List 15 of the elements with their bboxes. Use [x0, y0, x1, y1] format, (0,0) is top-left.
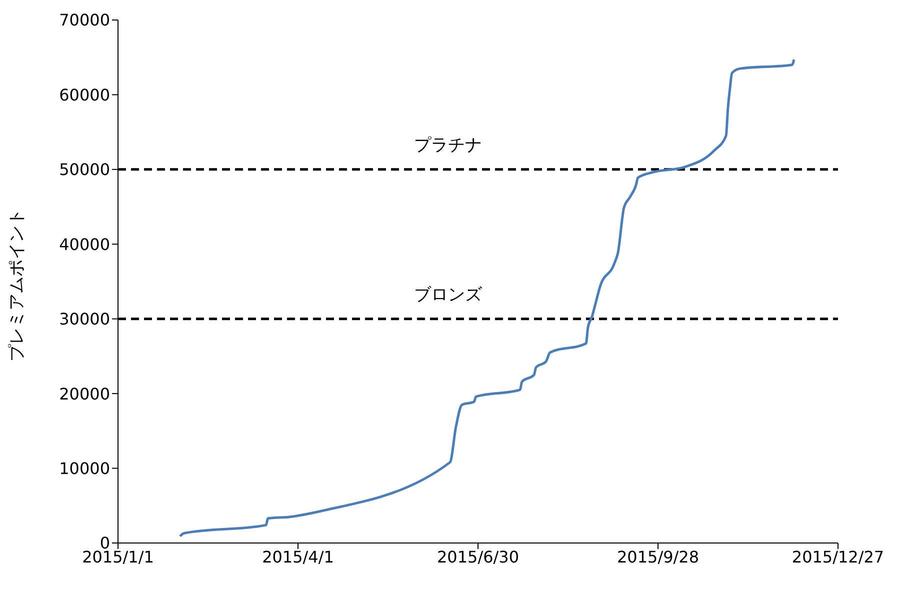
y-tick-label: 40000 [59, 234, 110, 254]
y-tick-label: 70000 [59, 10, 110, 30]
y-tick-label: 10000 [59, 458, 110, 478]
x-tick-label: 2015/6/30 [436, 547, 520, 566]
x-tick-label: 2015/9/28 [616, 547, 700, 566]
x-tick-label: 2015/4/1 [262, 547, 334, 566]
y-tick-label: 20000 [59, 384, 110, 404]
line-series [178, 58, 796, 538]
y-axis-title: プレミアムポイント [7, 208, 28, 362]
y-tick-label: 50000 [59, 160, 110, 180]
x-tick-label: 2015/12/27 [792, 547, 884, 566]
y-tick-label: 60000 [59, 85, 110, 104]
y-tick-label: 30000 [59, 310, 110, 329]
ref-line-label: ブロンズ [414, 284, 483, 305]
ref-line-label: プラチナ [414, 135, 482, 156]
